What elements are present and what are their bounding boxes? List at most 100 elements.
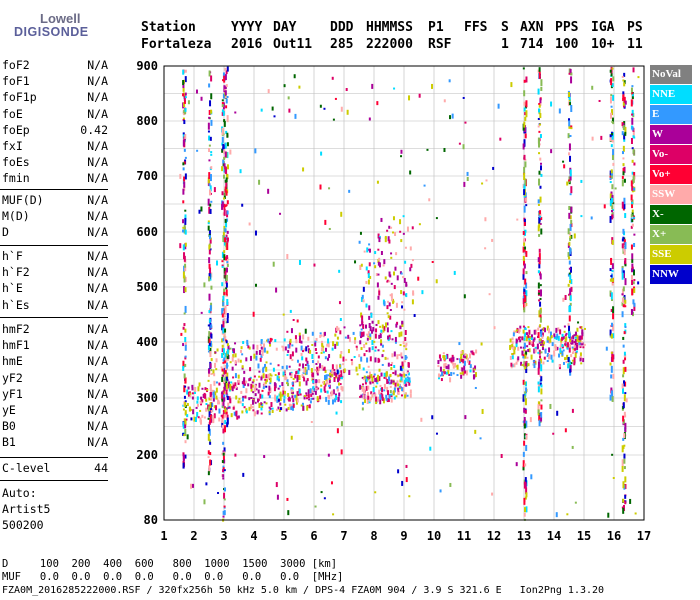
data-point xyxy=(182,343,185,347)
data-point xyxy=(513,330,516,334)
data-point xyxy=(623,394,626,402)
param-row-he: h`E N/A xyxy=(0,281,108,297)
data-point xyxy=(378,288,381,292)
data-point xyxy=(222,452,225,456)
data-point xyxy=(245,388,248,394)
data-point xyxy=(184,69,187,73)
data-point xyxy=(226,422,229,428)
data-point xyxy=(611,354,614,362)
data-point xyxy=(208,465,211,473)
data-point xyxy=(538,71,541,79)
data-point xyxy=(406,371,409,374)
data-point xyxy=(532,343,535,347)
data-point xyxy=(222,379,225,384)
data-point xyxy=(519,325,522,329)
data-point xyxy=(437,365,440,368)
data-point xyxy=(464,370,467,374)
data-point xyxy=(403,360,406,363)
data-point xyxy=(291,359,294,362)
data-point xyxy=(205,407,208,412)
data-point xyxy=(277,364,280,367)
data-point xyxy=(404,344,407,348)
data-point xyxy=(265,366,268,372)
data-point xyxy=(564,294,567,300)
data-point xyxy=(398,332,401,338)
data-point xyxy=(228,396,231,401)
param-name: h`F xyxy=(2,249,23,263)
data-point xyxy=(528,335,531,339)
data-point xyxy=(208,172,211,180)
data-point xyxy=(234,382,237,387)
data-point xyxy=(210,389,213,394)
data-point xyxy=(359,324,362,327)
data-point xyxy=(208,397,211,401)
param-row-foe: foE N/A xyxy=(0,107,108,123)
data-point xyxy=(338,301,341,305)
header-label-axn: AXN xyxy=(520,20,544,35)
data-point xyxy=(198,382,201,387)
data-point xyxy=(569,173,572,181)
data-point xyxy=(394,266,397,271)
data-point xyxy=(286,497,289,501)
data-point xyxy=(208,189,211,196)
data-point xyxy=(539,123,542,126)
data-point xyxy=(522,268,525,275)
data-point xyxy=(517,356,520,361)
data-point xyxy=(368,347,371,353)
data-point xyxy=(332,513,335,516)
data-point xyxy=(366,357,369,363)
data-point xyxy=(307,394,310,399)
data-point xyxy=(222,110,225,116)
data-point xyxy=(523,154,526,160)
data-point xyxy=(209,384,212,390)
data-point xyxy=(184,305,187,313)
data-point xyxy=(210,324,213,329)
data-point xyxy=(567,323,570,327)
data-point xyxy=(534,348,537,353)
data-point xyxy=(621,243,624,249)
data-point xyxy=(610,275,613,278)
data-point xyxy=(526,345,529,348)
data-point xyxy=(235,386,238,389)
data-point xyxy=(224,218,227,223)
data-point xyxy=(611,299,614,302)
data-point xyxy=(386,305,389,310)
data-point xyxy=(226,396,229,401)
data-point xyxy=(464,415,467,420)
data-point xyxy=(368,117,371,121)
data-point xyxy=(407,362,410,368)
data-point xyxy=(182,404,185,407)
data-point xyxy=(371,320,374,324)
data-point xyxy=(553,336,556,339)
data-point xyxy=(382,349,385,352)
data-point xyxy=(326,379,329,385)
data-point xyxy=(215,395,218,400)
data-point xyxy=(222,455,225,461)
data-point xyxy=(259,343,262,346)
data-point xyxy=(524,362,527,367)
data-point xyxy=(405,284,408,287)
x-tick-label: 5 xyxy=(280,529,287,543)
param-value: N/A xyxy=(87,386,108,401)
y-tick-label: 400 xyxy=(136,335,158,349)
data-point xyxy=(631,159,634,163)
data-point xyxy=(524,393,527,397)
data-point xyxy=(458,342,461,346)
data-point xyxy=(226,261,229,264)
data-point xyxy=(224,90,227,96)
data-point xyxy=(524,125,527,133)
data-point xyxy=(367,365,370,368)
data-point xyxy=(371,346,374,351)
data-point xyxy=(225,282,228,288)
data-point xyxy=(378,290,381,296)
data-point xyxy=(189,392,192,398)
data-point xyxy=(522,379,525,385)
x-tick-label: 14 xyxy=(547,529,561,543)
data-point xyxy=(612,122,615,125)
data-point xyxy=(339,383,342,386)
data-point xyxy=(346,109,349,115)
data-point xyxy=(609,394,612,401)
data-point xyxy=(332,118,335,121)
data-point xyxy=(610,209,613,212)
data-point xyxy=(319,104,322,108)
